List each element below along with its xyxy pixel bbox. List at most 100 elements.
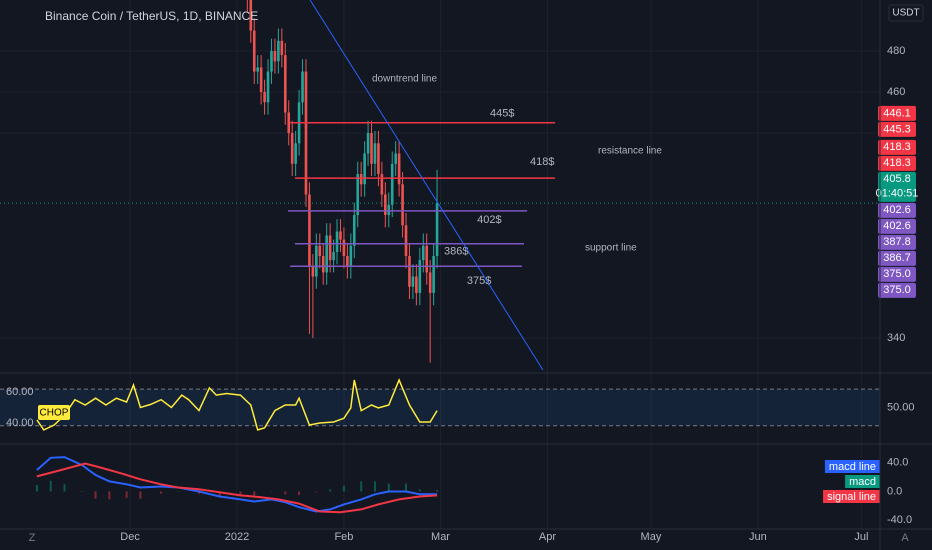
histogram-bar xyxy=(239,491,242,496)
histogram-bar xyxy=(284,491,287,495)
histogram-bar xyxy=(198,491,201,494)
histogram-bar xyxy=(298,491,301,496)
candle-body xyxy=(425,245,429,273)
chart-title: Binance Coin / TetherUS, 1D, BINANCE xyxy=(45,9,258,23)
level-label: 418$ xyxy=(530,156,554,168)
x-tick-label: Feb xyxy=(334,531,353,543)
histogram-bar xyxy=(373,481,376,492)
legend-box xyxy=(823,490,880,503)
candle-body xyxy=(321,256,325,273)
price-label: 387.8 xyxy=(883,236,911,248)
price-label: 402.6 xyxy=(883,204,911,216)
histogram-bar xyxy=(35,485,38,492)
candle-body xyxy=(308,194,311,267)
x-tick-label: 2022 xyxy=(225,531,249,543)
y-tick-label: 340 xyxy=(887,332,905,344)
candle-body xyxy=(294,143,297,164)
candle-body xyxy=(435,203,439,257)
candle-body xyxy=(342,239,346,257)
histogram-bar xyxy=(342,485,345,492)
histogram-bar xyxy=(139,491,142,499)
x-tick-label: Mar xyxy=(431,531,450,543)
histogram-bar xyxy=(94,491,97,499)
level-label: 375$ xyxy=(467,275,491,287)
price-label-box xyxy=(878,155,916,171)
candle-body xyxy=(366,133,370,154)
legend-label: macd xyxy=(849,476,876,488)
histogram-bar xyxy=(405,483,408,492)
candle-body xyxy=(363,153,366,185)
histogram-bar xyxy=(387,483,390,492)
candle-body xyxy=(394,153,397,164)
histogram-bar xyxy=(436,490,439,492)
currency-box[interactable] xyxy=(888,4,924,22)
candle-body xyxy=(335,231,339,252)
histogram-bar xyxy=(360,481,363,492)
price-label: 445.3 xyxy=(883,123,911,135)
level-label: 386$ xyxy=(444,246,468,258)
histogram-bar xyxy=(418,489,421,492)
y-tick-label: 60.00 xyxy=(6,386,34,398)
chop-tag xyxy=(38,405,70,420)
candle-body xyxy=(266,71,270,103)
candle-body xyxy=(273,51,277,62)
price-label-box xyxy=(878,105,916,121)
histogram-bar xyxy=(160,491,163,494)
candle-body xyxy=(263,92,266,103)
candle-body xyxy=(384,194,387,216)
y-tick-label: 40.0 xyxy=(887,457,908,469)
histogram-bar xyxy=(80,491,83,492)
level-label: 402$ xyxy=(477,214,501,226)
legend-label: macd line xyxy=(829,461,876,473)
candle-body xyxy=(290,133,294,164)
x-tick-label: Jun xyxy=(749,531,767,543)
macd-series-line xyxy=(36,462,438,514)
candle-body xyxy=(315,245,318,277)
x-tick-label: Dec xyxy=(120,531,140,543)
candle-body xyxy=(318,245,322,257)
candle-body xyxy=(301,71,304,103)
candle-body xyxy=(332,251,335,261)
histogram-bar xyxy=(177,491,180,492)
legend-box xyxy=(824,460,880,473)
candle-body xyxy=(370,133,373,164)
candle-body xyxy=(397,153,401,185)
price-label-box xyxy=(878,218,916,234)
histogram-bar xyxy=(253,491,256,496)
note: support line xyxy=(585,243,637,254)
x-tick-label: Apr xyxy=(539,531,556,543)
candle-body xyxy=(256,67,259,72)
price-label: 402.6 xyxy=(883,220,911,232)
y2-tick-label: 50.00 xyxy=(887,401,915,413)
candle-body xyxy=(259,67,263,93)
candle-body xyxy=(280,40,284,56)
price-label-box xyxy=(878,250,916,266)
candle-body xyxy=(390,163,394,205)
x-tick-label: May xyxy=(641,531,662,543)
candle-body xyxy=(411,276,415,287)
legend-label: signal line xyxy=(827,491,876,503)
legend-box xyxy=(845,475,880,488)
y-tick-label: -40.0 xyxy=(887,514,912,526)
currency[interactable]: USDT xyxy=(892,8,919,19)
macd-pane xyxy=(35,456,439,514)
histogram-bar xyxy=(270,491,273,492)
candle-body xyxy=(277,40,280,62)
macd-series-line xyxy=(36,456,438,513)
price-label: 418.3 xyxy=(883,141,911,153)
candle-body xyxy=(408,256,411,287)
price-label: 418.3 xyxy=(883,157,911,169)
candle-body xyxy=(387,204,391,216)
x-tick-label: Jul xyxy=(854,531,868,543)
histogram-bar xyxy=(108,491,111,500)
candle-body xyxy=(325,235,328,273)
zoom-icon[interactable]: Z xyxy=(29,532,36,544)
chop-name: CHOP xyxy=(40,408,69,419)
price-label: 375.0 xyxy=(883,284,911,296)
price-label: 375.0 xyxy=(883,268,911,280)
candle-body xyxy=(404,225,408,257)
y-tick-label: 40.00 xyxy=(6,417,34,429)
auto-scale[interactable]: A xyxy=(901,532,909,544)
price-label-box xyxy=(878,171,916,202)
candle-body xyxy=(380,174,384,195)
